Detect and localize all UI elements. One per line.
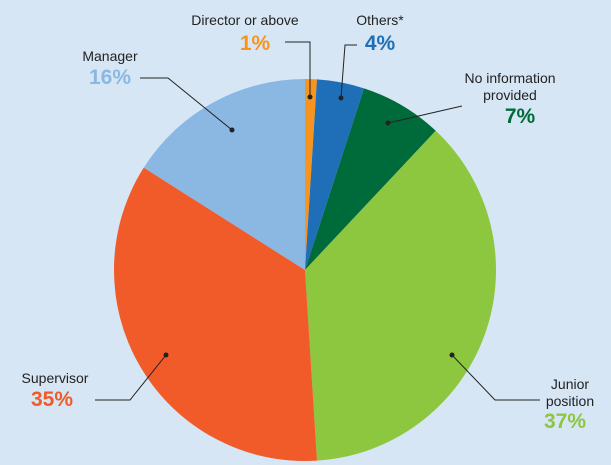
slice-label: No information provided bbox=[464, 70, 556, 103]
leader-dot bbox=[229, 127, 235, 133]
leader-dot bbox=[449, 352, 455, 358]
value-label: 4% bbox=[364, 32, 396, 55]
value-label: 16% bbox=[88, 66, 132, 89]
leader-line bbox=[387, 105, 463, 124]
leader-dot bbox=[338, 95, 344, 101]
slice-label: Director or above bbox=[191, 12, 299, 28]
leader-dot bbox=[163, 352, 169, 358]
pie-slice bbox=[305, 130, 496, 461]
leader-line bbox=[95, 354, 167, 401]
pie-slice bbox=[305, 88, 436, 270]
leader-line bbox=[285, 41, 311, 97]
slice-label: Manager bbox=[82, 48, 138, 64]
value-label: 37% bbox=[543, 410, 587, 433]
slice-label: Others* bbox=[356, 12, 404, 28]
leader-dot bbox=[385, 120, 391, 126]
slice-label: Supervisor bbox=[21, 370, 89, 386]
value-label: 1% bbox=[239, 32, 271, 55]
value-label: 7% bbox=[504, 105, 536, 128]
pie-slice bbox=[305, 79, 365, 270]
leader-dot bbox=[307, 94, 313, 100]
value-label: 35% bbox=[30, 388, 74, 411]
leader-line bbox=[340, 44, 357, 99]
leader-line bbox=[451, 354, 540, 401]
pie-slice bbox=[143, 79, 305, 270]
leader-line bbox=[140, 77, 233, 131]
slice-label: Junior position bbox=[545, 376, 595, 409]
pie-slice bbox=[305, 79, 317, 270]
pie-slice bbox=[113, 167, 317, 461]
